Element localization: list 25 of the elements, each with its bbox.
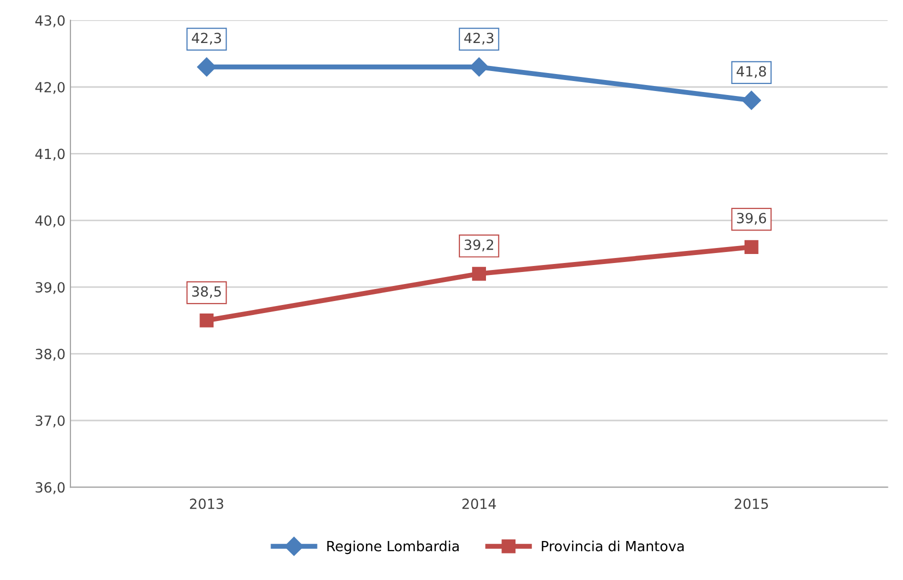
- legend-label: Regione Lombardia: [327, 540, 459, 554]
- data-label: 41,8: [736, 66, 766, 78]
- point: [197, 57, 216, 77]
- y-tick-label: 43,0: [35, 15, 65, 28]
- data-label: 39,2: [464, 240, 494, 252]
- y-tick-label: 39,0: [36, 282, 65, 294]
- data-label: 39,6: [737, 212, 766, 225]
- point: [472, 266, 486, 281]
- point: [742, 90, 761, 110]
- point: [744, 240, 758, 254]
- legend-label: Provincia di Mantova: [542, 540, 684, 552]
- y-tick-label: 37,0: [36, 415, 65, 428]
- data-label: 42,3: [192, 32, 221, 45]
- y-tick-label: 42,0: [35, 82, 65, 94]
- data-label: 42,3: [464, 32, 494, 45]
- x-tick-label: 2013: [190, 498, 224, 510]
- x-tick-label: 2014: [462, 498, 496, 510]
- y-tick-label: 41,0: [35, 148, 65, 161]
- y-tick-label: 40,0: [35, 215, 65, 228]
- point: [200, 314, 214, 328]
- y-tick-label: 38,0: [36, 348, 65, 361]
- point: [470, 57, 489, 77]
- data-label: 38,5: [192, 286, 221, 298]
- x-tick-label: 2015: [734, 498, 768, 510]
- y-tick-label: 36,0: [36, 482, 65, 494]
